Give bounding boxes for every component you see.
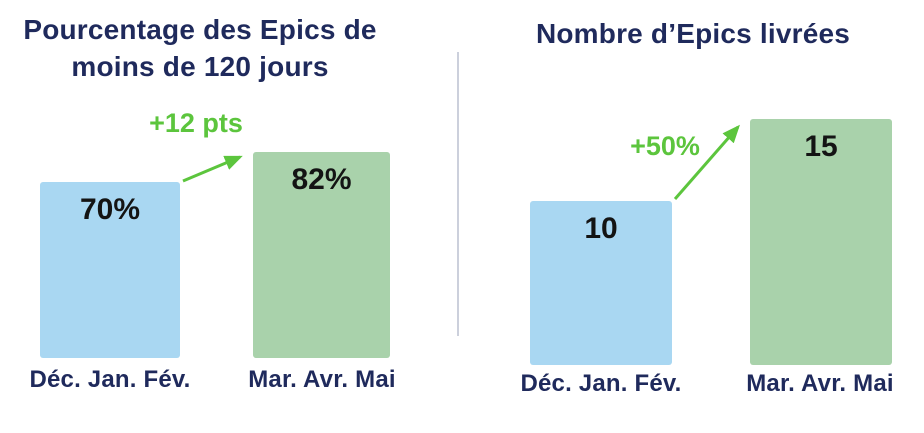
bar-value-label: 10 bbox=[584, 212, 618, 245]
chart-title-line-2: moins de 120 jours bbox=[71, 50, 329, 82]
growth-arrow-icon bbox=[182, 155, 243, 183]
bar-mar-avr-mai: 82% bbox=[253, 152, 390, 358]
growth-annotation: +12 pts bbox=[149, 108, 243, 138]
bar-value-label: 15 bbox=[804, 130, 838, 163]
growth-arrow-icon bbox=[673, 124, 740, 200]
bar-dec-jan-fev: 10 bbox=[530, 201, 672, 365]
x-axis-label-mar-avr-mai: Mar. Avr. Mai bbox=[248, 366, 396, 393]
chart-nombre-epics: Nombre d’Epics livrées +50% 10 15 Déc. J… bbox=[462, 0, 924, 433]
chart-percentage-epics: Pourcentage des Epics de moins de 120 jo… bbox=[0, 0, 458, 433]
growth-annotation: +50% bbox=[630, 131, 700, 161]
vertical-divider bbox=[457, 52, 459, 336]
bar-value-label: 70% bbox=[79, 193, 141, 226]
x-axis-label-dec-jan-fev: Déc. Jan. Fév. bbox=[29, 366, 191, 393]
bar-dec-jan-fev: 70% bbox=[40, 182, 180, 358]
chart-title: Nombre d’Epics livrées bbox=[535, 18, 851, 49]
chart-title: Pourcentage des Epics de moins de 120 jo… bbox=[0, 12, 400, 86]
x-axis-label-dec-jan-fev: Déc. Jan. Fév. bbox=[520, 370, 682, 397]
bar-mar-avr-mai: 15 bbox=[750, 119, 892, 365]
bar-value-label: 82% bbox=[291, 163, 352, 196]
chart-title-line-1: Pourcentage des Epics de bbox=[23, 14, 377, 45]
x-axis-label-mar-avr-mai: Mar. Avr. Mai bbox=[746, 370, 894, 397]
